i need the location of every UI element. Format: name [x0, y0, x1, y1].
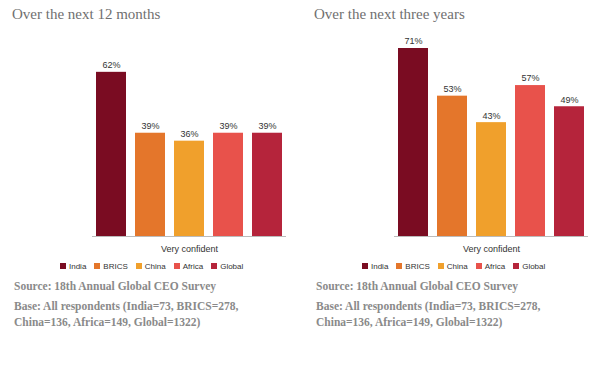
- svg-text:49%: 49%: [560, 95, 578, 105]
- html-text:Base: All respondents (India=7: Base: All respondents (India=73, BRICS=2…: [14, 300, 239, 328]
- html-text:Source: 18th Annual Global CEO: Source: 18th Annual Global CEO Survey: [14, 280, 216, 292]
- html-text:China: China: [144, 261, 166, 271]
- html-text:Base: All respondents (India=7: Base: All respondents (India=73, BRICS=2…: [316, 300, 541, 328]
- html-text:Over the next three years: Over the next three years: [314, 6, 465, 22]
- html-text:Over the next 12 months: Over the next 12 months: [12, 6, 161, 22]
- html-text:Africa: Africa: [484, 261, 506, 271]
- html-text:India: India: [69, 261, 87, 271]
- svg-text:62%: 62%: [102, 60, 120, 70]
- html-text:Africa: Africa: [182, 261, 204, 271]
- svg-text:36%: 36%: [180, 129, 198, 139]
- svg-text:Very confident: Very confident: [161, 244, 219, 254]
- html-text:Global: Global: [220, 261, 244, 271]
- svg-text:Very confident: Very confident: [463, 244, 521, 254]
- svg-text:39%: 39%: [219, 121, 237, 131]
- html-text:China: China: [446, 261, 468, 271]
- svg-text:39%: 39%: [141, 121, 159, 131]
- html-text:BRICS: BRICS: [103, 261, 128, 271]
- svg-text:57%: 57%: [521, 73, 539, 83]
- svg-text:39%: 39%: [258, 121, 276, 131]
- html-text:Source: 18th Annual Global CEO: Source: 18th Annual Global CEO Survey: [316, 280, 518, 292]
- html-text:India: India: [371, 261, 389, 271]
- svg-text:71%: 71%: [404, 36, 422, 46]
- html-text:Global: Global: [522, 261, 546, 271]
- svg-text:53%: 53%: [443, 84, 461, 94]
- html-text:BRICS: BRICS: [405, 261, 430, 271]
- svg-text:43%: 43%: [482, 111, 500, 121]
